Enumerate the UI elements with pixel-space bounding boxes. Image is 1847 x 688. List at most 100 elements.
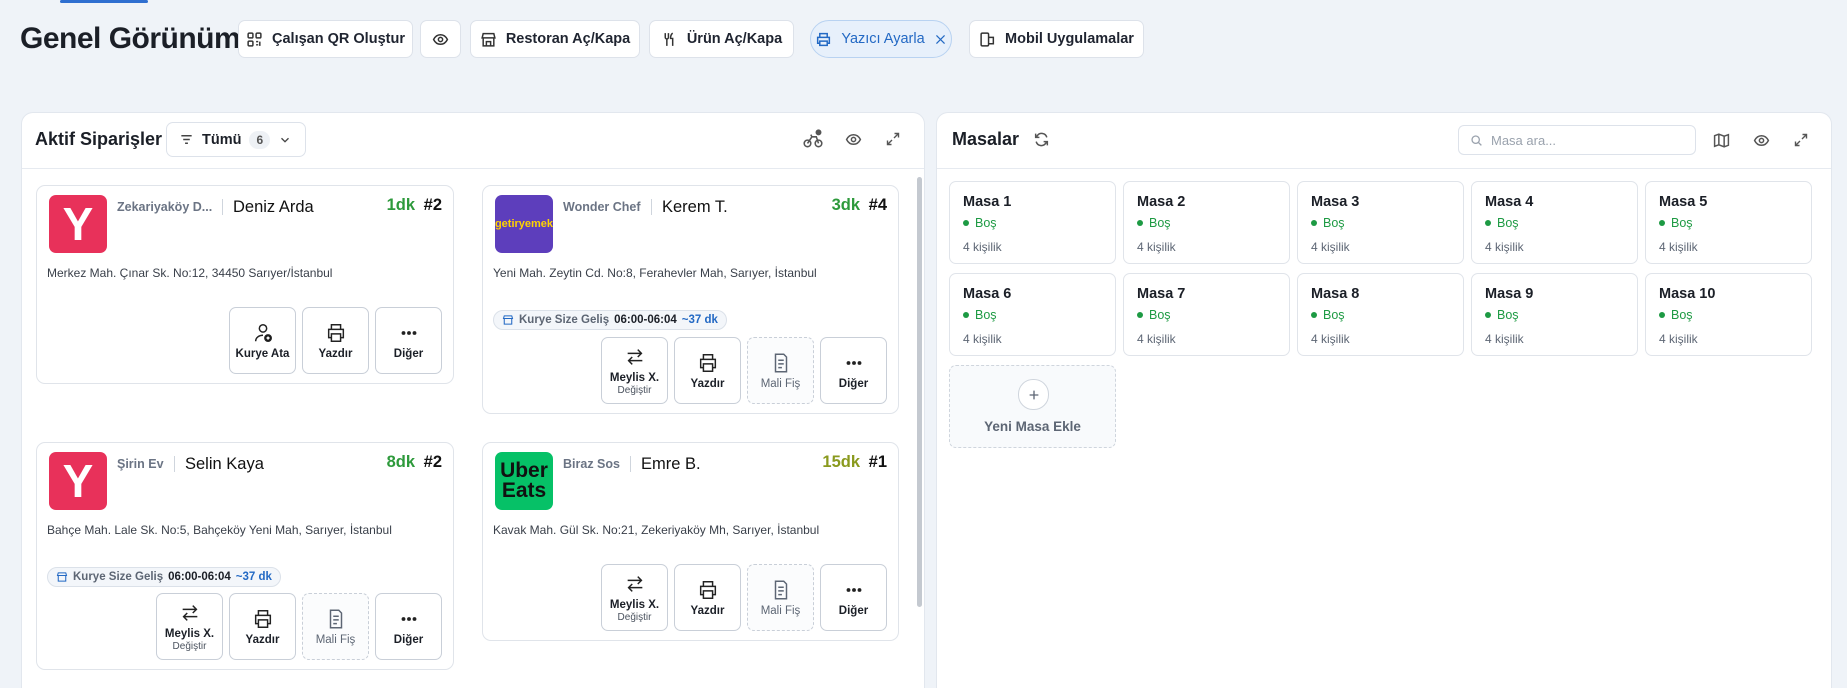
order-action-button[interactable]: Meylis X. Değiştir [156, 593, 223, 660]
order-action-button[interactable]: Mali Fiş [747, 337, 814, 404]
visibility-button[interactable] [1746, 125, 1776, 155]
product-toggle-button[interactable]: Ürün Aç/Kapa [649, 20, 794, 58]
table-name: Masa 10 [1659, 286, 1716, 302]
action-icon [846, 587, 861, 592]
order-action-button[interactable]: Diğer [820, 337, 887, 404]
table-card[interactable]: Masa 9 Boş 4 kişilik [1471, 273, 1638, 356]
table-card[interactable]: Masa 7 Boş 4 kişilik [1123, 273, 1290, 356]
table-status: Boş [1137, 216, 1171, 230]
table-status: Boş [1311, 308, 1345, 322]
add-table-card[interactable]: Yeni Masa Ekle [949, 365, 1116, 448]
order-action-button[interactable]: Yazdır [674, 564, 741, 631]
courier-window: 06:00-06:04 [168, 571, 231, 583]
table-search[interactable]: Masa ara... [1458, 125, 1696, 155]
address: Yeni Mah. Zeytin Cd. No:8, Ferahevler Ma… [493, 266, 817, 280]
order-action-button[interactable]: Meylis X. Değiştir [601, 337, 668, 404]
status-dot [1311, 220, 1317, 226]
order-action-button[interactable]: Kurye Ata [229, 307, 296, 374]
order-action-button[interactable]: Diğer [375, 307, 442, 374]
action-icon [627, 348, 642, 365]
plus-icon [1018, 379, 1049, 410]
action-icon [254, 323, 272, 342]
table-status: Boş [963, 308, 997, 322]
table-card[interactable]: Masa 3 Boş 4 kişilik [1297, 181, 1464, 264]
order-actions: Meylis X. Değiştir Yazdır Mali Fiş Diğer [601, 337, 887, 404]
mobile-apps-button[interactable]: Mobil Uygulamalar [969, 20, 1144, 58]
order-card[interactable]: Uber Eats Biraz Sos Emre B. 15dk #1 Kavak Mah… [482, 442, 899, 641]
action-label: Yazdır [245, 633, 280, 646]
order-action-button[interactable]: Meylis X. Değiştir [601, 564, 668, 631]
refresh-button[interactable] [1026, 124, 1056, 154]
action-label: Yazdır [318, 347, 353, 360]
button-label: Çalışan QR Oluştur [272, 31, 405, 47]
action-label: Diğer [393, 633, 424, 646]
table-capacity: 4 kişilik [963, 332, 1002, 346]
action-label: Diğer [393, 347, 424, 360]
customer-name: Deniz Arda [233, 198, 314, 216]
order-action-button[interactable]: Diğer [375, 593, 442, 660]
table-card[interactable]: Masa 6 Boş 4 kişilik [949, 273, 1116, 356]
button-label: Restoran Aç/Kapa [505, 31, 631, 47]
order-card[interactable]: Y Şirin Ev Selin Kaya 8dk #2 Bahçe Mah. Lale … [36, 442, 454, 670]
table-status: Boş [1311, 216, 1345, 230]
status-label: Boş [975, 216, 997, 230]
status-label: Boş [975, 308, 997, 322]
order-action-button[interactable]: Yazdır [674, 337, 741, 404]
search-placeholder: Masa ara... [1491, 132, 1557, 148]
table-card[interactable]: Masa 4 Boş 4 kişilik [1471, 181, 1638, 264]
order-card[interactable]: Y Zekariyaköy D... Deniz Arda 1dk #2 Merkez M… [36, 185, 454, 384]
table-capacity: 4 kişilik [1485, 240, 1524, 254]
qr-button[interactable]: Çalışan QR Oluştur [238, 20, 413, 58]
table-card[interactable]: Masa 10 Boş 4 kişilik [1645, 273, 1812, 356]
expand-button[interactable] [1786, 125, 1816, 155]
address: Kavak Mah. Gül Sk. No:21, Zekeriyaköy Mh… [493, 523, 820, 537]
action-label: Yazdır [690, 377, 725, 390]
visibility-button[interactable] [420, 20, 461, 58]
store-icon [56, 572, 68, 582]
table-card[interactable]: Masa 8 Boş 4 kişilik [1297, 273, 1464, 356]
store-name: Zekariyaköy D... [117, 199, 224, 215]
table-capacity: 4 kişilik [1137, 332, 1176, 346]
customer-name: Emre B. [641, 455, 701, 473]
status-dot [1137, 220, 1143, 226]
button-label: Yazıcı Ayarla [841, 31, 925, 47]
visibility-button[interactable] [838, 124, 868, 154]
order-action-button[interactable]: Mali Fiş [302, 593, 369, 660]
restaurant-toggle-button[interactable]: Restoran Aç/Kapa [470, 20, 640, 58]
order-number: #2 [423, 453, 442, 471]
order-number: #4 [868, 196, 887, 214]
order-action-button[interactable]: Mali Fiş [747, 564, 814, 631]
add-table-label: Yeni Masa Ekle [984, 419, 1081, 434]
customer-name: Selin Kaya [185, 455, 264, 473]
status-label: Boş [1323, 308, 1345, 322]
table-capacity: 4 kişilik [1485, 332, 1524, 346]
order-action-button[interactable]: Yazdır [302, 307, 369, 374]
order-action-button[interactable]: Yazdır [229, 593, 296, 660]
courier-map-button[interactable] [798, 124, 828, 154]
elapsed-time: 1dk [386, 196, 415, 214]
table-status: Boş [1659, 216, 1693, 230]
table-name: Masa 5 [1659, 194, 1708, 210]
filter-label: Tümü [202, 131, 242, 148]
table-status: Boş [1485, 308, 1519, 322]
store-name: Şirin Ev [117, 456, 175, 472]
map-button[interactable] [1706, 125, 1736, 155]
table-name: Masa 3 [1311, 194, 1360, 210]
panel-title: Masalar [952, 129, 1020, 149]
order-card[interactable]: getiryemek Wonder Chef Kerem T. 3dk #4 Yeni M… [482, 185, 899, 414]
status-label: Boş [1149, 216, 1171, 230]
table-name: Masa 4 [1485, 194, 1534, 210]
action-icon [774, 353, 787, 372]
order-action-button[interactable]: Diğer [820, 564, 887, 631]
table-card[interactable]: Masa 5 Boş 4 kişilik [1645, 181, 1812, 264]
filter-dropdown[interactable]: Tümü 6 [166, 122, 306, 157]
expand-button[interactable] [878, 124, 908, 154]
action-label: Mali Fiş [315, 633, 356, 646]
action-icon [254, 609, 271, 628]
table-card[interactable]: Masa 1 Boş 4 kişilik [949, 181, 1116, 264]
status-label: Boş [1497, 308, 1519, 322]
button-label: Mobil Uygulamalar [1005, 31, 1134, 47]
printer-settings-button[interactable]: Yazıcı Ayarla [810, 20, 952, 58]
table-card[interactable]: Masa 2 Boş 4 kişilik [1123, 181, 1290, 264]
table-name: Masa 7 [1137, 286, 1186, 302]
